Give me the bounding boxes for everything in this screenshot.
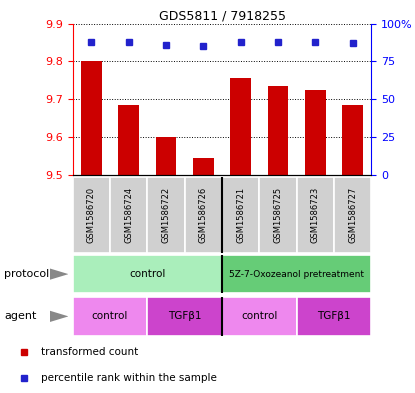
Bar — [81, 61, 102, 175]
Bar — [297, 297, 371, 336]
Text: GSM1586726: GSM1586726 — [199, 187, 208, 243]
Bar — [297, 177, 334, 253]
Text: GSM1586721: GSM1586721 — [236, 187, 245, 243]
Bar — [73, 255, 222, 293]
Bar — [147, 297, 222, 336]
Bar — [110, 177, 147, 253]
Text: control: control — [129, 269, 166, 279]
Bar — [230, 79, 251, 175]
Bar — [342, 105, 363, 175]
Bar — [305, 90, 326, 175]
Text: GSM1586725: GSM1586725 — [273, 187, 283, 243]
Text: TGFβ1: TGFβ1 — [317, 311, 351, 321]
Text: transformed count: transformed count — [42, 347, 139, 357]
Text: TGFβ1: TGFβ1 — [168, 311, 201, 321]
Text: GSM1586727: GSM1586727 — [348, 187, 357, 243]
Bar — [147, 177, 185, 253]
Polygon shape — [50, 311, 68, 322]
Bar — [156, 137, 176, 175]
Title: GDS5811 / 7918255: GDS5811 / 7918255 — [159, 9, 286, 22]
Text: GSM1586722: GSM1586722 — [161, 187, 171, 243]
Text: control: control — [241, 311, 278, 321]
Polygon shape — [50, 268, 68, 280]
Bar — [268, 86, 288, 175]
Bar — [222, 297, 297, 336]
Text: GSM1586720: GSM1586720 — [87, 187, 96, 243]
Bar — [222, 177, 259, 253]
Text: GSM1586724: GSM1586724 — [124, 187, 133, 243]
Text: percentile rank within the sample: percentile rank within the sample — [42, 373, 217, 383]
Text: agent: agent — [4, 311, 37, 321]
Bar — [118, 105, 139, 175]
Bar — [185, 177, 222, 253]
Bar — [73, 177, 110, 253]
Bar — [193, 158, 214, 175]
Bar — [73, 297, 147, 336]
Bar — [222, 255, 371, 293]
Text: protocol: protocol — [4, 269, 49, 279]
Bar — [259, 177, 297, 253]
Text: control: control — [92, 311, 128, 321]
Text: GSM1586723: GSM1586723 — [311, 187, 320, 243]
Bar — [334, 177, 371, 253]
Text: 5Z-7-Oxozeanol pretreatment: 5Z-7-Oxozeanol pretreatment — [229, 270, 364, 279]
